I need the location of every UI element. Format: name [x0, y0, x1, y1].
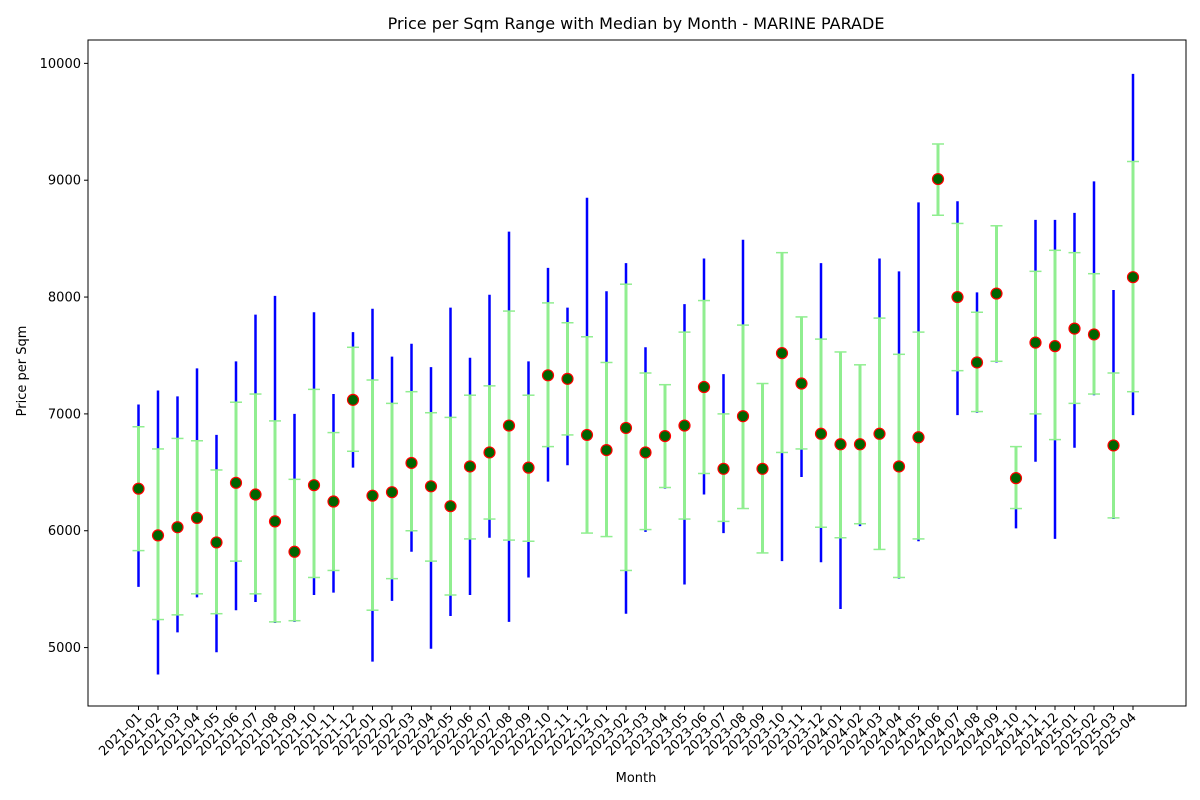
median-point — [873, 427, 886, 440]
median-point — [210, 536, 223, 549]
median-point — [541, 369, 555, 382]
median-point — [853, 438, 867, 451]
median-point — [580, 428, 594, 442]
median-point — [1087, 328, 1101, 341]
median-point — [951, 290, 964, 304]
axes-frame — [87, 39, 1187, 707]
median-point — [892, 460, 906, 473]
median-point — [736, 410, 750, 423]
median-point — [249, 488, 262, 501]
median-point — [327, 495, 340, 508]
median-point — [1107, 439, 1120, 452]
median-point — [1068, 322, 1081, 335]
median-point — [424, 480, 438, 493]
median-point — [502, 419, 516, 432]
median-point — [1126, 271, 1140, 284]
chart-title: Price per Sqm Range with Median by Month… — [388, 14, 885, 33]
y-tick-label: 8000 — [48, 291, 81, 306]
median-point — [190, 511, 204, 524]
median-point — [444, 500, 457, 513]
median-point — [970, 356, 984, 369]
median-point — [931, 172, 945, 186]
median-point — [405, 456, 418, 470]
median-point — [814, 427, 828, 440]
median-point — [775, 347, 789, 360]
median-point — [522, 461, 535, 474]
median-point — [756, 462, 769, 475]
y-tick-label: 6000 — [48, 524, 81, 539]
median-point — [151, 529, 165, 542]
median-point — [697, 380, 711, 394]
y-tick-label: 5000 — [48, 641, 81, 656]
median-point — [619, 421, 633, 435]
median-point — [171, 521, 184, 534]
median-point — [229, 476, 243, 489]
median-point — [346, 393, 360, 406]
median-point — [307, 479, 321, 492]
median-point — [678, 419, 691, 432]
median-point — [1009, 472, 1023, 485]
y-tick-label: 9000 — [48, 174, 81, 189]
median-point — [366, 489, 379, 502]
median-point — [288, 545, 301, 558]
median-point — [1048, 340, 1062, 353]
y-tick-label: 7000 — [48, 407, 81, 422]
median-point — [795, 377, 808, 390]
median-point — [600, 444, 613, 457]
median-point — [834, 438, 847, 451]
median-point — [463, 460, 477, 473]
median-point — [385, 486, 399, 499]
y-tick-label: 10000 — [40, 57, 81, 72]
median-point — [268, 515, 282, 528]
x-axis-label: Month — [616, 771, 657, 786]
median-point — [658, 429, 672, 443]
median-point — [717, 462, 730, 475]
median-point — [132, 482, 145, 495]
median-point — [990, 287, 1003, 300]
y-axis-label: Price per Sqm — [15, 326, 30, 417]
median-point — [639, 446, 652, 459]
median-point — [483, 446, 496, 459]
median-point — [561, 372, 574, 385]
median-point — [912, 431, 925, 444]
median-point — [1029, 336, 1042, 349]
